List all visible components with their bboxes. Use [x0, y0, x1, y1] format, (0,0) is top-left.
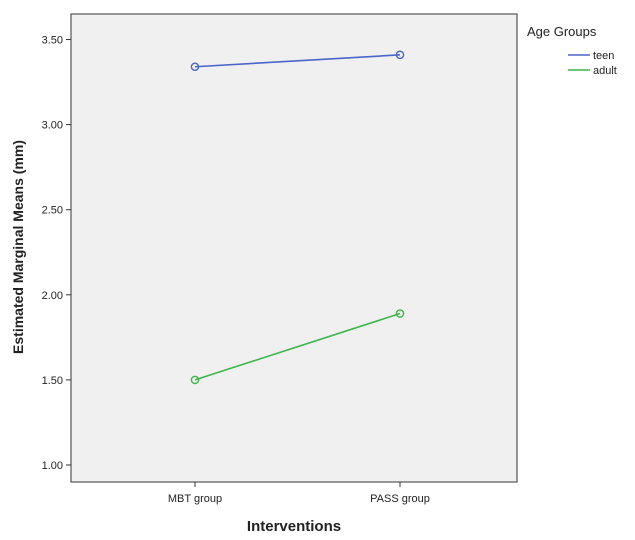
- series-layer: [190, 50, 405, 385]
- y-tick-label: 1.00: [42, 460, 63, 472]
- y-tick-label: 3.50: [42, 35, 63, 47]
- y-tick-label: 2.50: [42, 205, 63, 217]
- y-tick-label: 3.00: [42, 120, 63, 132]
- x-axis-title: Interventions: [247, 518, 341, 535]
- x-axis: MBT group PASS group: [168, 482, 430, 505]
- data-point-adult: [190, 375, 200, 385]
- y-tick-label: 2.00: [42, 290, 63, 302]
- legend: Age Groups teen adult: [527, 24, 617, 77]
- legend-label-adult: adult: [593, 65, 617, 77]
- series-line-teen: [194, 54, 401, 68]
- y-axis: 1.00 1.50 2.00 2.50 3.00 3.50: [42, 35, 71, 472]
- x-tick-label: MBT group: [168, 493, 222, 505]
- data-point-adult: [395, 309, 405, 318]
- series-line-adult: [194, 312, 401, 381]
- x-tick-label: PASS group: [370, 493, 430, 505]
- legend-title: Age Groups: [527, 24, 597, 39]
- y-axis-title: Estimated Marginal Means (mm): [10, 140, 26, 354]
- plot-area: [70, 13, 518, 483]
- y-tick-label: 1.50: [42, 375, 63, 387]
- data-point-teen: [190, 62, 200, 72]
- data-point-teen: [395, 50, 405, 60]
- legend-label-teen: teen: [593, 50, 614, 62]
